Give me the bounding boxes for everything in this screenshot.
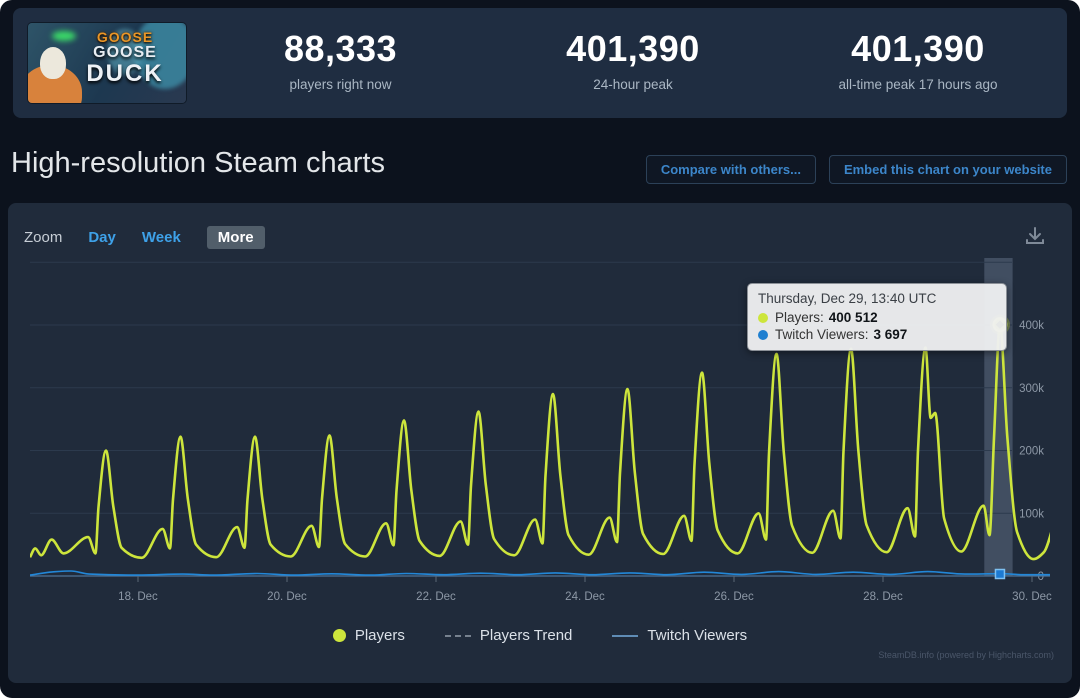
tooltip-players-row: Players: 400 512 xyxy=(758,310,996,325)
x-axis-label: 20. Dec xyxy=(267,591,307,603)
download-icon[interactable] xyxy=(1022,223,1048,249)
y-axis-label: 0 xyxy=(1038,571,1044,583)
attribution-link[interactable]: SteamDB.info (powered by Highcharts.com) xyxy=(878,650,1054,660)
capsule-art-blob xyxy=(134,23,186,89)
players-legend-dot-icon xyxy=(332,629,346,642)
stat-value: 88,333 xyxy=(283,28,398,69)
chart-action-buttons: Compare with others... Embed this chart … xyxy=(645,155,1067,184)
y-axis-label: 400k xyxy=(1019,320,1044,332)
stat-label: all-time peak 17 hours ago xyxy=(838,77,998,92)
twitch-series-dot-icon xyxy=(758,329,768,340)
legend-item-players-trend[interactable]: Players Trend xyxy=(444,627,573,644)
legend-label: Players xyxy=(354,627,405,644)
twitch-hover-marker xyxy=(994,568,1006,580)
tooltip-twitch-value: 3 697 xyxy=(873,327,908,342)
chart-legend: Players Players Trend Twitch Viewers xyxy=(8,627,1072,644)
x-axis-label: 18. Dec xyxy=(118,591,158,603)
x-axis-label: 22. Dec xyxy=(416,591,456,603)
capsule-art-glow xyxy=(52,31,76,41)
trend-legend-dash-icon xyxy=(444,634,471,637)
players-line xyxy=(30,323,1050,561)
game-logo-text: GOOSE GOOSE DUCK xyxy=(68,30,182,87)
stat-24-hour-peak: 401,390 24-hour peak xyxy=(513,28,753,92)
twitch-viewers-line xyxy=(30,570,1050,576)
y-axis-label: 200k xyxy=(1019,446,1044,458)
stat-value: 401,390 xyxy=(566,28,700,69)
legend-item-twitch-viewers[interactable]: Twitch Viewers xyxy=(612,627,747,644)
capsule-goose-head-art xyxy=(40,47,66,79)
game-capsule-image[interactable]: GOOSE GOOSE DUCK xyxy=(28,23,186,103)
page-title: High-resolution Steam charts xyxy=(11,147,385,179)
zoom-week-button[interactable]: Week xyxy=(141,229,181,246)
game-stats-panel: GOOSE GOOSE DUCK 88,333 players right no… xyxy=(13,8,1067,118)
stat-value: 401,390 xyxy=(851,28,985,69)
stat-label: players right now xyxy=(289,77,392,92)
zoom-controls: Zoom Day Week More xyxy=(24,226,265,249)
logo-line-1: GOOSE xyxy=(96,29,154,45)
tooltip-twitch-row: Twitch Viewers: 3 697 xyxy=(758,327,996,342)
x-axis-label: 28. Dec xyxy=(863,591,903,603)
legend-label: Players Trend xyxy=(479,627,573,644)
tooltip-timestamp: Thursday, Dec 29, 13:40 UTC xyxy=(758,291,937,306)
x-axis-label: 30. Dec xyxy=(1012,591,1052,603)
x-axis-label: 24. Dec xyxy=(565,591,605,603)
legend-item-players[interactable]: Players xyxy=(332,627,405,644)
chart-panel: Zoom Day Week More 400k 300k 200k 100k 0 18. … xyxy=(8,203,1072,683)
x-axis-label: 26. Dec xyxy=(714,591,754,603)
stat-label: 24-hour peak xyxy=(593,77,673,92)
compare-with-others-button[interactable]: Compare with others... xyxy=(645,155,816,184)
logo-line-3: DUCK xyxy=(86,60,164,88)
chart-plot-area[interactable]: 400k 300k 200k 100k 0 18. Dec 20. Dec 22. Dec 24… xyxy=(8,203,1072,683)
zoom-more-button[interactable]: More xyxy=(206,226,265,249)
tooltip-players-value: 400 512 xyxy=(828,310,878,325)
chart-tooltip: Thursday, Dec 29, 13:40 UTC Players: 400… xyxy=(747,283,1007,351)
stat-players-right-now: 88,333 players right now xyxy=(238,28,443,92)
zoom-day-button[interactable]: Day xyxy=(88,229,116,246)
players-series-dot-icon xyxy=(758,312,768,323)
zoom-label: Zoom xyxy=(24,229,63,246)
legend-label: Twitch Viewers xyxy=(647,627,748,644)
y-axis-label: 300k xyxy=(1019,383,1044,395)
tooltip-players-label: Players: xyxy=(775,310,824,325)
embed-chart-button[interactable]: Embed this chart on your website xyxy=(828,155,1067,184)
tooltip-twitch-label: Twitch Viewers: xyxy=(775,327,869,342)
y-axis-label: 100k xyxy=(1019,508,1044,520)
logo-line-2: GOOSE xyxy=(93,43,157,61)
stat-all-time-peak: 401,390 all-time peak 17 hours ago xyxy=(773,28,1063,92)
series-group xyxy=(30,323,1050,576)
capsule-art-blob xyxy=(108,29,142,75)
twitch-legend-line-icon xyxy=(612,634,639,637)
